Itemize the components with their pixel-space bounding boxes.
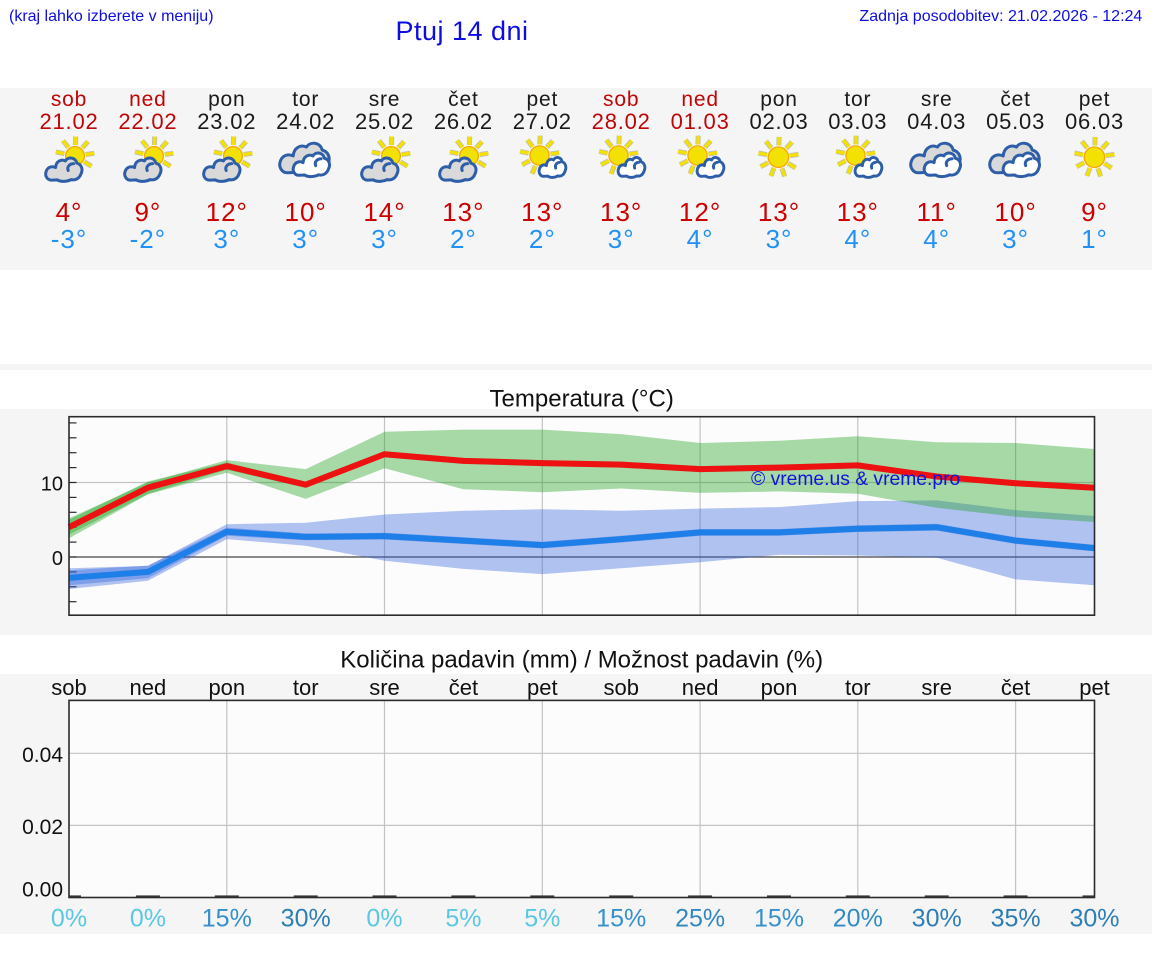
svg-text:0: 0: [52, 548, 63, 570]
svg-text:10: 10: [41, 474, 63, 496]
svg-text:čet: čet: [1001, 675, 1030, 700]
svg-text:15%: 15%: [754, 905, 804, 933]
svg-text:Količina padavin (mm) / Možnos: Količina padavin (mm) / Možnost padavin …: [340, 647, 823, 674]
svg-text:15%: 15%: [202, 905, 252, 933]
svg-text:sre: sre: [921, 675, 952, 700]
svg-text:pon: pon: [208, 675, 245, 700]
svg-text:15%: 15%: [596, 905, 646, 933]
svg-text:30%: 30%: [281, 905, 331, 933]
svg-text:Temperatura (°C): Temperatura (°C): [490, 386, 674, 413]
svg-text:5%: 5%: [524, 905, 560, 933]
svg-text:tor: tor: [845, 675, 871, 700]
svg-text:0%: 0%: [130, 905, 166, 933]
svg-text:ned: ned: [682, 675, 719, 700]
svg-text:0.00: 0.00: [22, 879, 63, 902]
svg-text:5%: 5%: [445, 905, 481, 933]
svg-text:0.04: 0.04: [22, 744, 63, 767]
svg-text:0.02: 0.02: [22, 816, 63, 839]
svg-text:pet: pet: [527, 675, 558, 700]
svg-text:čet: čet: [449, 675, 478, 700]
svg-text:20%: 20%: [833, 905, 883, 933]
svg-text:25%: 25%: [675, 905, 725, 933]
svg-text:sob: sob: [51, 675, 86, 700]
svg-text:ned: ned: [130, 675, 167, 700]
svg-text:tor: tor: [293, 675, 319, 700]
svg-text:sre: sre: [369, 675, 400, 700]
svg-text:30%: 30%: [912, 905, 962, 933]
svg-text:0%: 0%: [51, 905, 87, 933]
svg-text:pet: pet: [1079, 675, 1110, 700]
svg-text:30%: 30%: [1069, 905, 1119, 933]
svg-text:sob: sob: [603, 675, 638, 700]
svg-text:35%: 35%: [991, 905, 1041, 933]
svg-text:© vreme.us & vreme.pro: © vreme.us & vreme.pro: [751, 469, 960, 490]
svg-text:0%: 0%: [366, 905, 402, 933]
svg-text:pon: pon: [761, 675, 798, 700]
